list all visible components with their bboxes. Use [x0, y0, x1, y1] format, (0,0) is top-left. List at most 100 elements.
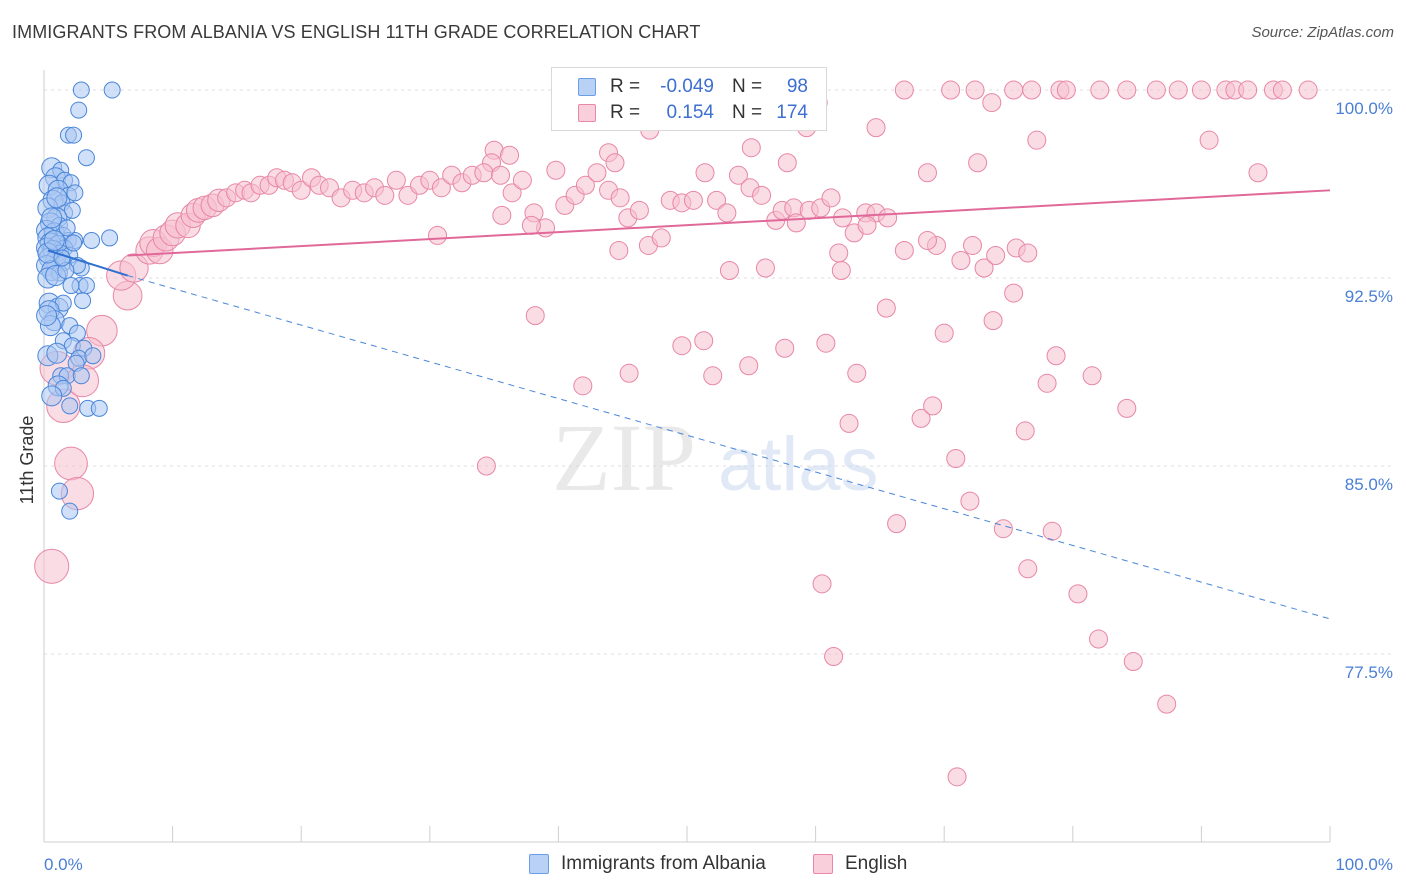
english-point [829, 243, 849, 263]
english-point [1018, 559, 1038, 579]
english-point [672, 336, 692, 356]
x-tick-label: 0.0% [44, 855, 83, 874]
albania-point [61, 502, 79, 520]
english-point [866, 118, 886, 138]
english-point [34, 548, 70, 584]
english-point [1272, 80, 1292, 100]
english-point [983, 311, 1003, 331]
english-point [986, 245, 1006, 265]
albania-point [41, 385, 63, 407]
english-point [619, 363, 639, 383]
n-label: N = [732, 102, 763, 123]
albania-trend-line [47, 249, 128, 277]
albania-point [46, 187, 68, 209]
english-point [375, 185, 395, 205]
english-point [703, 366, 723, 386]
english-point [695, 163, 715, 183]
albania-point [74, 292, 92, 310]
english-point [431, 178, 451, 198]
albania-point [72, 81, 90, 99]
english-point [1248, 163, 1268, 183]
english-point [831, 261, 851, 281]
albania-point [63, 201, 81, 219]
english-point [1146, 80, 1166, 100]
english-point [993, 519, 1013, 539]
watermark-atlas: atlas [718, 422, 879, 507]
english-point [1191, 80, 1211, 100]
english-point [839, 413, 859, 433]
english-point [1004, 80, 1024, 100]
english-point [816, 333, 836, 353]
english-point [707, 190, 727, 210]
english-point [1157, 694, 1177, 714]
english-point [694, 331, 714, 351]
albania-point [83, 231, 101, 249]
english-trend-line [127, 189, 1331, 257]
english-point [1068, 584, 1088, 604]
english-point [719, 261, 739, 281]
albania-point [84, 347, 102, 365]
english-point [500, 145, 520, 165]
english-point [946, 449, 966, 469]
english-point [962, 235, 982, 255]
y-tick-label: 100.0% [1335, 99, 1393, 118]
english-point [965, 80, 985, 100]
english-point [1117, 398, 1137, 418]
english-point [951, 250, 971, 270]
albania-point [72, 367, 90, 385]
english-point [717, 203, 737, 223]
english-point [755, 258, 775, 278]
english-point [878, 208, 898, 228]
english-point [1027, 130, 1047, 150]
english-point [54, 446, 88, 481]
english-point [1056, 80, 1076, 100]
english-point [894, 80, 914, 100]
english-n-value: 174 [776, 102, 808, 123]
legend-row-english: R = 0.154 N = 174 [552, 101, 826, 127]
legend-row-albania: R = -0.049 N = 98 [552, 75, 826, 101]
albania-point [62, 277, 80, 295]
albania-point [90, 399, 108, 417]
english-point [974, 258, 994, 278]
watermark: ZIP atlas [552, 404, 879, 511]
english-point [824, 647, 844, 667]
english-point [917, 230, 937, 250]
albania-point [65, 126, 83, 144]
r-label: R = [610, 102, 641, 123]
albania-swatch [578, 78, 596, 96]
r-label: R = [610, 76, 641, 97]
source-label: Source: ZipAtlas.com [1251, 24, 1394, 41]
albania-legend-label: Immigrants from Albania [561, 853, 766, 874]
english-point [573, 376, 593, 396]
english-point [1022, 80, 1042, 100]
english-points [34, 80, 1318, 787]
english-point [821, 188, 841, 208]
english-point [1046, 346, 1066, 366]
english-point [728, 165, 748, 185]
english-legend-label: English [845, 853, 908, 874]
english-point [502, 183, 522, 203]
english-point [1004, 283, 1024, 303]
english-point [982, 93, 1002, 113]
albania-point [58, 219, 76, 237]
english-point [887, 514, 907, 534]
english-point [1298, 80, 1318, 100]
albania-point [70, 101, 88, 119]
y-tick-label: 85.0% [1345, 475, 1393, 494]
y-axis-label: 11th Grade [17, 416, 37, 505]
english-point [474, 163, 494, 183]
albania-point [36, 305, 58, 327]
english-point [587, 163, 607, 183]
albania-point [66, 184, 84, 202]
albania-point [77, 277, 95, 295]
albania-r-value: -0.049 [660, 76, 714, 97]
english-point [1123, 652, 1143, 672]
english-point [960, 491, 980, 511]
tick-labels: 100.0% 92.5% 85.0% 77.5% 0.0% 100.0% [44, 99, 1393, 874]
english-point [651, 228, 671, 248]
n-label: N = [732, 76, 763, 97]
correlation-legend: R = -0.049 N = 98 R = 0.154 N = 174 [551, 67, 827, 131]
english-point [546, 160, 566, 180]
english-point [1082, 366, 1102, 386]
